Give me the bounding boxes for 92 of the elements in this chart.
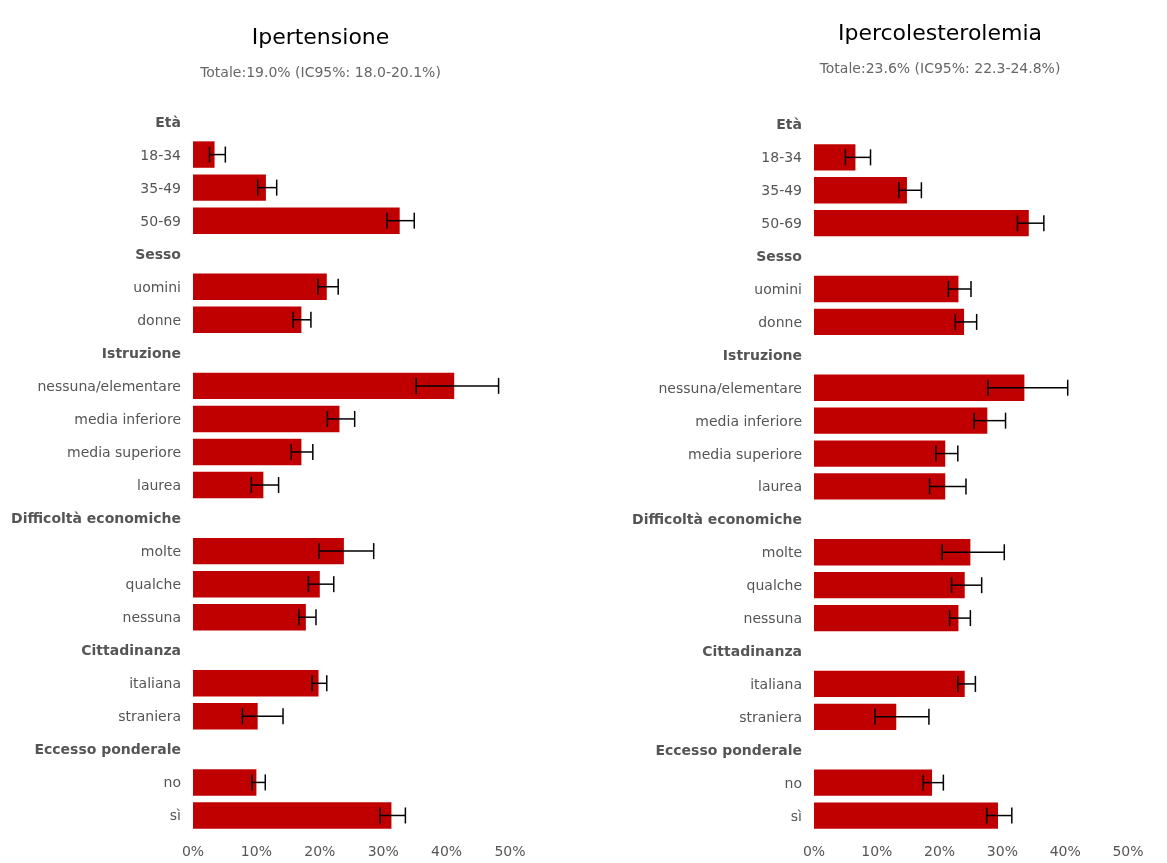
bar	[814, 440, 946, 467]
y-tick-label: uomini	[133, 278, 181, 295]
bar	[814, 703, 897, 730]
bar	[193, 703, 258, 730]
x-tick-label: 0%	[802, 843, 826, 859]
y-tick-label: sì	[169, 807, 181, 824]
y-tick-label: straniera	[739, 708, 802, 725]
y-tick-label: 35-49	[761, 182, 802, 199]
bar	[193, 273, 327, 300]
bar	[193, 174, 266, 201]
y-tick-label: Istruzione	[101, 344, 181, 361]
x-tick-label: 30%	[986, 843, 1018, 859]
bar	[814, 407, 988, 434]
y-tick-label: qualche	[125, 576, 181, 593]
bar	[193, 802, 392, 829]
bar	[814, 769, 933, 796]
y-tick-label: Cittadinanza	[81, 642, 181, 659]
y-tick-label: italiana	[129, 675, 181, 692]
y-tick-label: Cittadinanza	[702, 643, 802, 659]
chart-subtitle: Totale:23.6% (IC95%: 22.3-24.8%)	[818, 60, 1061, 76]
y-tick-label: Età	[776, 116, 802, 133]
y-tick-label: nessuna	[743, 610, 802, 627]
bar	[814, 210, 1029, 237]
y-tick-label: media inferiore	[74, 410, 181, 427]
chart-title: Ipertensione	[251, 23, 390, 49]
y-tick-label: nessuna/elementare	[658, 379, 802, 396]
y-tick-label: nessuna/elementare	[37, 377, 181, 394]
bar	[814, 539, 971, 566]
bar	[193, 438, 302, 466]
y-tick-label: media superiore	[67, 443, 181, 460]
y-tick-label: 18-34	[140, 146, 182, 163]
y-tick-label: Sesso	[756, 248, 803, 265]
y-tick-label: 35-49	[140, 179, 181, 196]
bar	[814, 572, 965, 599]
x-tick-label: 40%	[1049, 843, 1081, 859]
bar	[193, 537, 344, 565]
bar	[193, 769, 257, 796]
y-tick-label: qualche	[746, 577, 802, 594]
bar	[814, 604, 959, 632]
bar	[193, 372, 455, 400]
y-tick-label: Istruzione	[722, 346, 802, 363]
bar	[193, 306, 302, 334]
y-tick-label: Difficoltà economiche	[632, 511, 802, 528]
y-tick-label: media inferiore	[695, 412, 802, 429]
y-tick-label: donne	[137, 311, 181, 328]
y-tick-label: molte	[761, 544, 802, 561]
y-tick-label: sì	[790, 807, 802, 824]
y-tick-label: 50-69	[761, 215, 802, 232]
bar	[814, 177, 907, 204]
x-tick-label: 20%	[924, 843, 956, 859]
y-tick-label: italiana	[750, 675, 802, 692]
chart-subtitle: Totale:19.0% (IC95%: 18.0-20.1%)	[199, 64, 441, 80]
y-tick-label: laurea	[758, 478, 802, 495]
y-tick-label: uomini	[754, 281, 802, 297]
bar	[814, 374, 1025, 401]
bar	[814, 802, 998, 829]
bar	[193, 570, 320, 598]
y-tick-label: Sesso	[135, 245, 182, 262]
bar	[193, 603, 306, 631]
y-tick-label: nessuna	[122, 609, 181, 626]
x-tick-label: 50%	[494, 843, 526, 859]
bar	[814, 144, 856, 171]
y-tick-label: Età	[155, 113, 181, 130]
y-tick-label: 18-34	[761, 149, 803, 166]
x-tick-label: 10%	[240, 843, 272, 859]
y-tick-label: molte	[140, 543, 181, 560]
y-tick-label: straniera	[118, 708, 181, 725]
bar	[814, 275, 959, 303]
y-tick-label: laurea	[137, 477, 181, 494]
y-tick-label: media superiore	[688, 445, 802, 462]
y-tick-label: donne	[758, 313, 802, 330]
x-tick-label: 50%	[1112, 843, 1144, 859]
x-tick-label: 0%	[181, 843, 205, 859]
x-tick-label: 20%	[304, 843, 336, 859]
bar	[814, 308, 965, 336]
y-tick-label: Eccesso ponderale	[655, 741, 802, 758]
y-tick-label: no	[163, 774, 181, 791]
x-tick-label: 10%	[861, 843, 893, 859]
bar	[814, 670, 965, 698]
x-tick-label: 30%	[367, 843, 399, 859]
bar	[193, 141, 215, 168]
bar	[193, 207, 400, 234]
y-tick-label: Difficoltà economiche	[11, 510, 181, 527]
x-tick-label: 40%	[431, 843, 463, 859]
y-tick-label: no	[784, 774, 802, 791]
y-tick-label: 50-69	[140, 212, 181, 229]
bar	[814, 473, 946, 500]
y-tick-label: Eccesso ponderale	[34, 741, 181, 758]
bar	[193, 670, 319, 697]
bar	[193, 471, 264, 499]
chart-title: Ipercolesterolemia	[837, 19, 1043, 45]
bar	[193, 405, 340, 433]
